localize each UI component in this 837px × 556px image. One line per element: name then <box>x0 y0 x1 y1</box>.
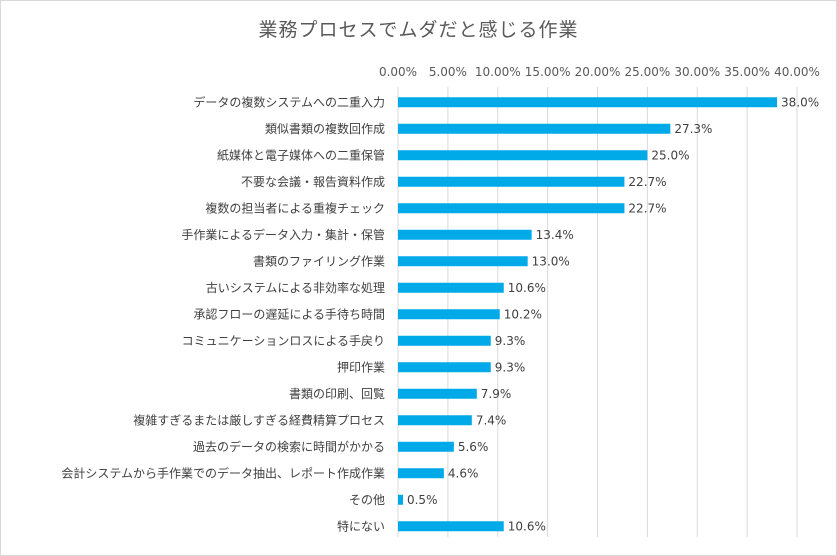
data-label: 9.3% <box>495 334 525 348</box>
bar <box>398 494 403 505</box>
category-label: 複数の担当者による重複チェック <box>205 200 385 215</box>
data-label: 22.7% <box>628 175 666 189</box>
category-label: 複雑すぎるまたは厳しすぎる経費精算プロセス <box>133 412 385 427</box>
category-label: 書類の印刷、回覧 <box>289 387 385 401</box>
data-label: 27.3% <box>674 122 712 136</box>
bar <box>398 176 625 187</box>
x-tick-label: 30.00% <box>674 65 720 79</box>
category-label: 手作業によるデータ入力・集計・保管 <box>181 227 385 242</box>
chart-title: 業務プロセスでムダだと感じる作業 <box>258 19 579 41</box>
bar <box>398 415 472 426</box>
x-tick-label: 40.00% <box>774 65 820 79</box>
data-label: 9.3% <box>495 360 525 374</box>
bars <box>398 97 778 532</box>
category-label: 会計システムから手作業でのデータ抽出、レポート作成作業 <box>61 465 385 480</box>
x-axis-ticks: 0.00% 5.00% 10.00% 15.00% 20.00% 25.00% 30.00%… <box>379 65 820 79</box>
category-label: 特にない <box>337 518 385 533</box>
bar <box>398 309 500 320</box>
data-label: 5.6% <box>458 440 489 454</box>
bar <box>398 203 625 214</box>
data-label: 0.5% <box>407 493 438 507</box>
bar <box>398 123 671 134</box>
x-tick-label: 35.00% <box>724 65 770 79</box>
bar <box>398 229 532 240</box>
bar <box>398 521 504 532</box>
x-tick-label: 25.00% <box>624 65 670 79</box>
data-label: 13.4% <box>536 228 574 242</box>
category-label: 押印作業 <box>337 360 385 374</box>
category-label: 不要な会議・報告資料作成 <box>241 175 385 189</box>
data-label: 22.7% <box>628 201 666 215</box>
data-label: 25.0% <box>651 148 689 162</box>
data-label: 38.0% <box>781 95 819 109</box>
data-label: 10.6% <box>508 519 546 533</box>
bar <box>398 335 491 346</box>
category-label: コミュニケーションロスによる手戻り <box>182 334 385 348</box>
bar <box>398 150 648 161</box>
data-label: 10.2% <box>504 307 542 321</box>
x-tick-label: 0.00% <box>379 65 417 79</box>
bar <box>398 256 528 267</box>
x-tick-label: 5.00% <box>429 65 467 79</box>
category-label: 承認フローの遅延による手待ち時間 <box>193 306 385 321</box>
data-label: 13.0% <box>532 254 570 268</box>
x-tick-label: 20.00% <box>575 65 621 79</box>
data-label: 7.9% <box>481 387 512 401</box>
bar <box>398 362 491 373</box>
category-labels: データの複数システムへの二重入力類似書類の複数回作成紙媒体と電子媒体への二重保管… <box>61 94 385 533</box>
category-label: 過去のデータの検索に時間がかかる <box>193 439 385 454</box>
bar <box>398 282 504 293</box>
category-label: 古いシステムによる非効率な処理 <box>206 280 385 295</box>
data-label: 7.4% <box>476 413 507 427</box>
category-label: その他 <box>349 493 385 507</box>
category-label: 書類のファイリング作業 <box>253 254 385 268</box>
data-label: 4.6% <box>448 466 479 480</box>
bar <box>398 468 444 479</box>
bar <box>398 97 778 108</box>
category-label: 紙媒体と電子媒体への二重保管 <box>217 147 385 162</box>
data-labels: 38.0% 27.3% 25.0% 22.7% 22.7% 13.4% 13.0% 10.6%… <box>407 95 819 533</box>
data-label: 10.6% <box>508 281 546 295</box>
bar <box>398 441 454 452</box>
x-tick-label: 15.00% <box>525 65 571 79</box>
x-tick-label: 10.00% <box>475 65 521 79</box>
category-label: データの複数システムへの二重入力 <box>193 94 385 109</box>
category-label: 類似書類の複数回作成 <box>265 121 385 136</box>
bar <box>398 388 477 399</box>
